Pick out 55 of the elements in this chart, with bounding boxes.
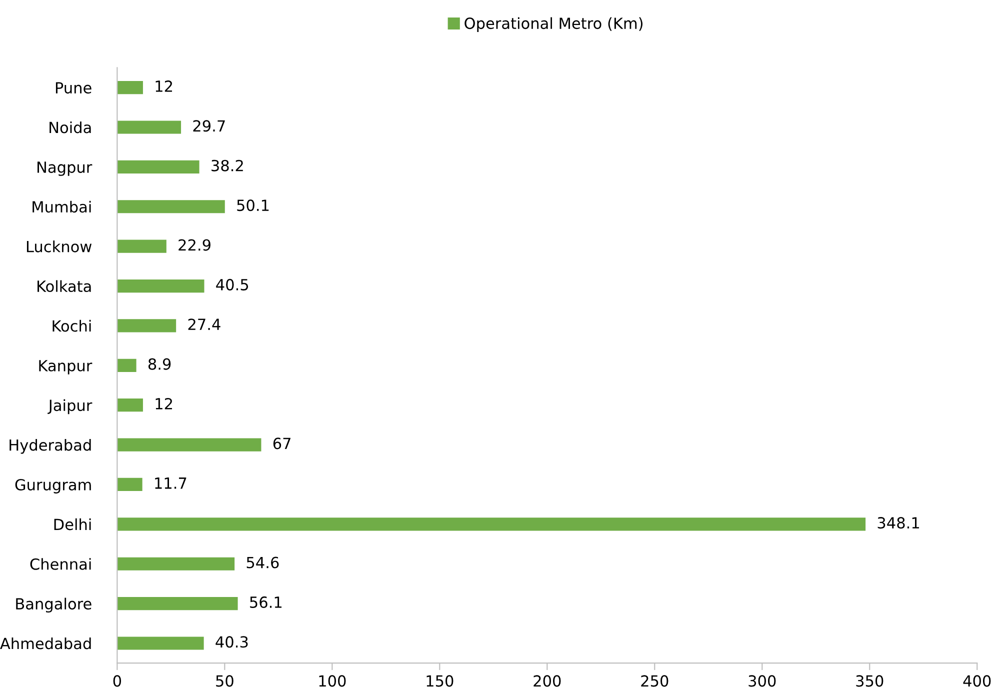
bar [117, 597, 238, 610]
x-tick-label: 200 [534, 675, 561, 687]
y-tick-label: Nagpur [38, 162, 92, 176]
data-label: 12 [156, 398, 172, 410]
data-label: 50.1 [237, 200, 269, 212]
bar [117, 358, 136, 372]
data-label: 56.1 [250, 596, 282, 608]
y-tick-label: Bangalore [16, 598, 92, 613]
data-label: 67 [273, 438, 290, 450]
bar [117, 478, 142, 492]
bar [117, 319, 176, 332]
bar [117, 160, 200, 174]
x-tick-label: 100 [319, 675, 346, 687]
x-tick-label: 0 [113, 675, 122, 687]
data-label: 54.6 [246, 556, 279, 568]
data-label: 12 [156, 80, 172, 92]
x-tick-label: 250 [641, 675, 668, 687]
y-tick-label: Hyderabad [10, 438, 91, 454]
data-label: 27.4 [188, 318, 220, 330]
x-tick-label: 400 [963, 675, 991, 687]
data-label: 40.5 [216, 278, 248, 290]
bar [117, 636, 204, 650]
data-label: 29.7 [193, 120, 225, 132]
bar [117, 518, 866, 531]
data-label: 38.2 [212, 160, 243, 172]
x-tick-label: 50 [216, 675, 234, 687]
data-label: 40.3 [216, 636, 248, 648]
data-label: 8.9 [148, 358, 171, 370]
bar [117, 240, 166, 253]
bar [117, 398, 143, 412]
x-tick-label: 150 [426, 675, 454, 687]
data-label: 22.9 [178, 239, 210, 251]
bar [117, 557, 235, 570]
y-tick-label: Lucknow [26, 240, 92, 252]
bar [117, 200, 225, 214]
y-tick-label: Delhi [54, 518, 91, 530]
y-tick-label: Mumbai [32, 200, 91, 213]
x-tick-label: 350 [856, 675, 884, 687]
y-tick-label: Kanpur [39, 360, 92, 374]
bar [117, 120, 182, 134]
bar [117, 438, 262, 452]
data-label: 348.1 [878, 517, 919, 529]
bar [117, 279, 204, 293]
bar [117, 81, 143, 94]
y-tick-label: Ahmedabad [0, 637, 91, 650]
y-tick-label: Kolkata [38, 280, 91, 292]
y-tick-label: Noida [50, 121, 91, 134]
data-label: 11.7 [155, 478, 186, 489]
y-tick-label: Jaipur [48, 399, 92, 414]
legend-label: Operational Metro (Km) [464, 17, 642, 32]
y-tick-label: Kochi [52, 320, 91, 332]
y-tick-label: Gurugram [15, 478, 91, 494]
x-tick-label: 300 [748, 675, 776, 687]
y-tick-label: Pune [56, 82, 92, 94]
y-tick-label: Chennai [30, 558, 91, 570]
